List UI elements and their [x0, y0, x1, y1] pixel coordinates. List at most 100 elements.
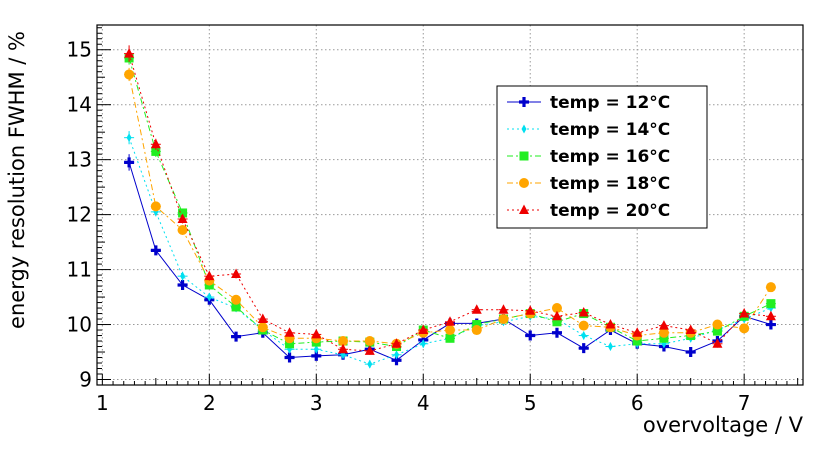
series-5 — [124, 45, 776, 355]
data-point — [739, 308, 750, 318]
data-point — [445, 333, 455, 343]
data-point — [231, 331, 242, 342]
data-point — [519, 151, 529, 161]
data-point — [521, 124, 527, 134]
x-tick-label: 2 — [203, 391, 216, 415]
data-point — [551, 310, 562, 321]
x-tick-label: 4 — [417, 391, 430, 415]
data-point — [739, 323, 750, 334]
plot-frame — [96, 24, 804, 386]
data-point — [578, 306, 589, 317]
y-tick-label: 12 — [67, 203, 92, 227]
data-point — [180, 271, 186, 281]
legend-item-2: temp = 14°C — [507, 120, 670, 140]
data-point — [231, 294, 242, 305]
data-point — [338, 343, 349, 354]
data-point — [659, 333, 669, 343]
y-axis-title: energy resolution FWHM / % — [5, 31, 29, 329]
data-point — [712, 338, 723, 348]
data-point — [257, 322, 268, 333]
data-point — [204, 270, 215, 281]
y-tick-label: 13 — [67, 148, 92, 172]
data-point — [525, 305, 536, 315]
x-tick-label: 3 — [310, 391, 323, 415]
data-point — [206, 292, 212, 302]
x-tick-label: 6 — [631, 391, 644, 415]
data-point — [471, 304, 482, 314]
data-point — [551, 303, 562, 314]
data-point — [581, 331, 587, 341]
data-point — [391, 355, 402, 366]
data-point — [311, 350, 322, 361]
legend-label: temp = 14°C — [550, 120, 670, 140]
data-point — [420, 339, 426, 349]
data-point — [313, 344, 319, 354]
y-tick-label: 14 — [67, 93, 92, 117]
legend-label: temp = 18°C — [550, 174, 670, 194]
data-point — [178, 208, 188, 218]
data-point — [658, 320, 669, 330]
legend-item-1: temp = 12°C — [507, 93, 670, 113]
x-tick-label: 7 — [738, 391, 751, 415]
y-tick-label: 9 — [79, 368, 92, 392]
series-layer — [124, 45, 776, 369]
data-point — [519, 178, 529, 188]
data-point — [367, 359, 373, 369]
data-point — [364, 345, 375, 355]
data-point — [284, 352, 295, 363]
y-tick-label: 11 — [67, 258, 92, 282]
data-point — [712, 319, 723, 330]
data-point — [519, 97, 530, 107]
data-point — [471, 325, 482, 336]
data-point — [766, 299, 776, 309]
x-axis-title: overvoltage / V — [643, 413, 804, 437]
legend-item-4: temp = 18°C — [507, 174, 670, 194]
legend-label: temp = 20°C — [550, 201, 670, 221]
data-point — [231, 268, 242, 278]
data-point — [150, 245, 161, 256]
data-point — [126, 133, 132, 143]
data-point — [391, 338, 402, 348]
legend: temp = 12°C temp = 14°C temp = 16°C temp = … — [496, 85, 708, 229]
data-point — [257, 313, 268, 324]
data-point — [124, 48, 135, 58]
data-point — [605, 319, 616, 329]
y-tick-label: 10 — [67, 313, 92, 337]
data-point — [445, 316, 455, 326]
legend-item-5: temp = 20°C — [507, 201, 670, 221]
data-point — [231, 302, 241, 312]
data-point — [685, 324, 696, 335]
data-point — [124, 69, 135, 80]
legend-item-3: temp = 16°C — [507, 147, 670, 167]
data-point — [445, 325, 455, 336]
data-point — [150, 138, 161, 149]
data-point — [578, 320, 589, 331]
y-tick-label: 15 — [67, 38, 92, 62]
data-point — [632, 336, 642, 346]
data-point — [765, 310, 776, 321]
data-point — [765, 319, 776, 330]
data-point — [658, 327, 669, 338]
data-point — [338, 336, 349, 347]
legend-label: temp = 16°C — [550, 147, 670, 167]
data-point — [177, 279, 188, 290]
data-point — [552, 317, 562, 327]
data-point — [285, 339, 295, 349]
data-point — [632, 327, 643, 337]
legend-box — [496, 85, 708, 229]
data-point — [765, 282, 776, 293]
legend-label: temp = 12°C — [550, 93, 670, 113]
data-point — [394, 350, 400, 360]
x-tick-label: 1 — [96, 391, 109, 415]
data-point — [498, 304, 509, 314]
data-point — [311, 328, 322, 339]
data-point — [418, 324, 429, 335]
data-point — [551, 327, 562, 338]
data-point — [498, 314, 509, 325]
data-point — [685, 347, 696, 358]
data-point — [124, 157, 135, 168]
data-point — [525, 330, 536, 341]
data-point — [607, 342, 613, 352]
